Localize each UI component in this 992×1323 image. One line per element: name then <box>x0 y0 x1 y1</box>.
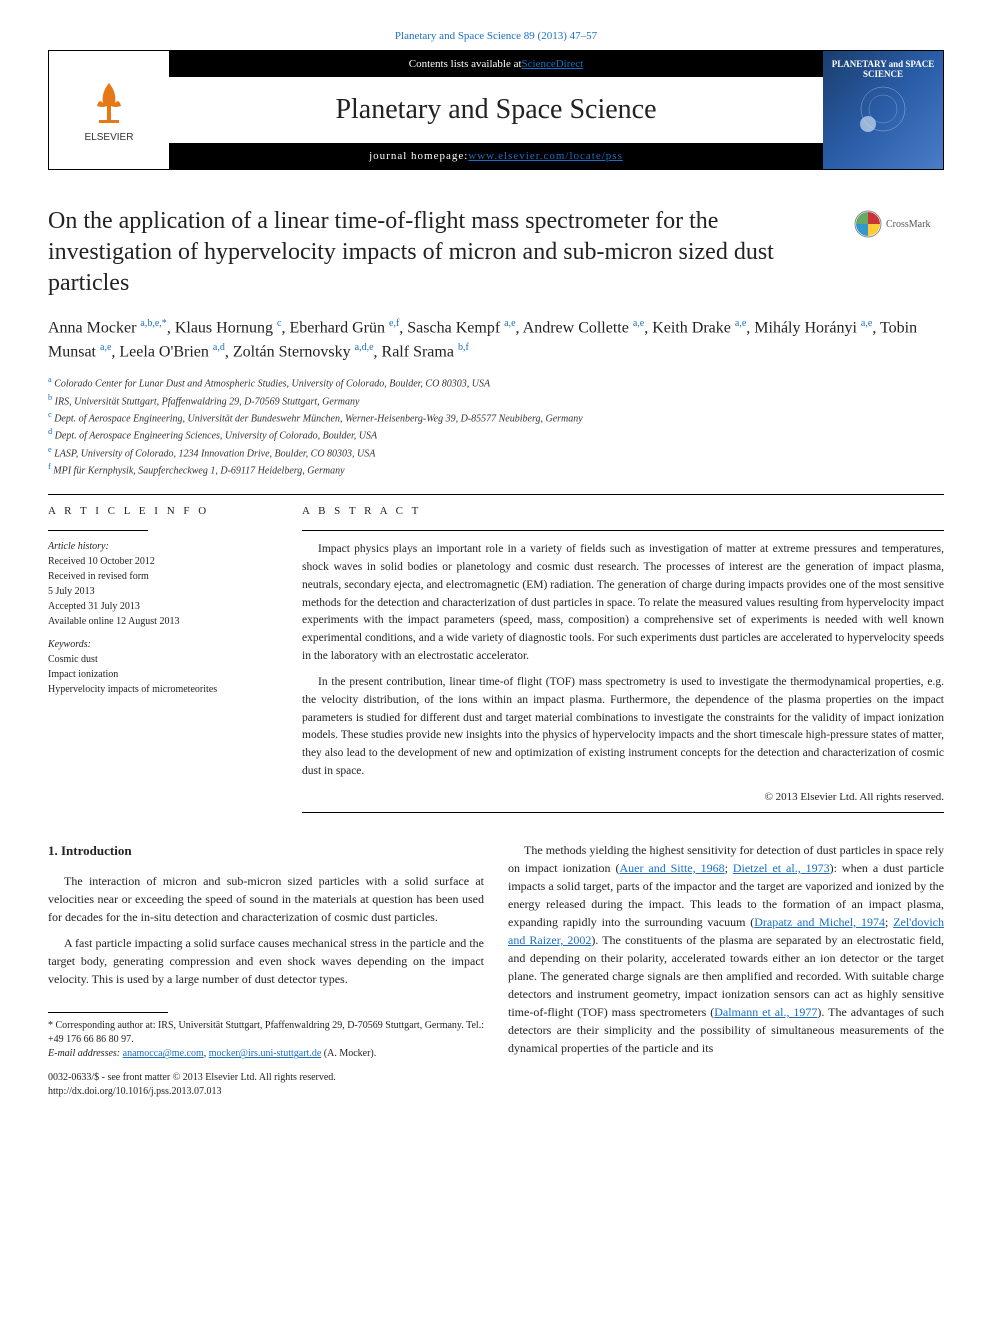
ref-drapatz[interactable]: Drapatz and Michel, 1974 <box>754 915 885 929</box>
ref-dietzel[interactable]: Dietzel et al., 1973 <box>733 861 830 875</box>
email-line: E-mail addresses: anamocca@me.com, mocke… <box>48 1047 484 1061</box>
intro-p3: The methods yielding the highest sensiti… <box>508 841 944 1057</box>
abstract: A B S T R A C T Impact physics plays an … <box>302 503 944 813</box>
elsevier-tree-icon <box>89 78 129 128</box>
ref-auer[interactable]: Auer and Sitte, 1968 <box>619 861 724 875</box>
history-lines: Received 10 October 2012Received in revi… <box>48 554 278 629</box>
homepage-link[interactable]: www.elsevier.com/locate/pss <box>468 150 623 162</box>
crossmark-icon <box>854 210 882 238</box>
homepage-bar: journal homepage: www.elsevier.com/locat… <box>169 143 823 169</box>
contents-bar: Contents lists available at ScienceDirec… <box>169 51 823 77</box>
article-info-heading: A R T I C L E I N F O <box>48 503 278 520</box>
article-title: On the application of a linear time-of-f… <box>48 206 838 300</box>
contents-label: Contents lists available at <box>409 58 522 70</box>
cover-art-icon <box>853 79 913 139</box>
history-label: Article history: <box>48 539 278 554</box>
abstract-divider <box>302 530 944 531</box>
authors-list: Anna Mocker a,b,e,*, Klaus Hornung c, Eb… <box>48 316 944 365</box>
issn-line: 0032-0633/$ - see front matter © 2013 El… <box>48 1071 484 1085</box>
elsevier-logo[interactable]: ELSEVIER <box>49 51 169 169</box>
homepage-label: journal homepage: <box>369 150 468 162</box>
footnote-corresponding: * Corresponding author at: IRS, Universi… <box>48 1019 484 1061</box>
footnote-divider <box>48 1012 168 1013</box>
intro-p2: A fast particle impacting a solid surfac… <box>48 934 484 988</box>
section-heading: 1. Introduction <box>48 841 484 861</box>
affiliations-list: a Colorado Center for Lunar Dust and Atm… <box>48 374 944 478</box>
crossmark-badge[interactable]: CrossMark <box>854 206 944 242</box>
doi-line: http://dx.doi.org/10.1016/j.pss.2013.07.… <box>48 1085 484 1099</box>
issn-doi: 0032-0633/$ - see front matter © 2013 El… <box>48 1071 484 1099</box>
sciencedirect-link[interactable]: ScienceDirect <box>522 58 584 70</box>
divider <box>48 494 944 495</box>
elsevier-text: ELSEVIER <box>85 132 134 143</box>
body-col-left: 1. Introduction The interaction of micro… <box>48 841 484 1100</box>
body-col-right: The methods yielding the highest sensiti… <box>508 841 944 1100</box>
journal-cover-thumb[interactable]: PLANETARY and SPACE SCIENCE <box>823 51 943 169</box>
email-link-2[interactable]: mocker@irs.uni-stuttgart.de <box>209 1048 322 1059</box>
header-center: Contents lists available at ScienceDirec… <box>169 51 823 169</box>
cover-title: PLANETARY and SPACE SCIENCE <box>831 59 935 79</box>
abstract-p1: Impact physics plays an important role i… <box>302 541 944 666</box>
ref-dalmann[interactable]: Dalmann et al., 1977 <box>714 1005 817 1019</box>
copyright: © 2013 Elsevier Ltd. All rights reserved… <box>302 789 944 806</box>
journal-name: Planetary and Space Science <box>169 77 823 143</box>
email-name: (A. Mocker). <box>321 1048 376 1059</box>
info-divider <box>48 530 148 531</box>
journal-header: ELSEVIER Contents lists available at Sci… <box>48 50 944 170</box>
email-label: E-mail addresses: <box>48 1048 123 1059</box>
abstract-p2: In the present contribution, linear time… <box>302 674 944 781</box>
abstract-bottom-divider <box>302 812 944 813</box>
crossmark-label: CrossMark <box>886 219 930 230</box>
keywords-label: Keywords: <box>48 637 278 652</box>
corresponding-author: * Corresponding author at: IRS, Universi… <box>48 1019 484 1047</box>
keywords-lines: Cosmic dustImpact ionizationHypervelocit… <box>48 652 278 697</box>
abstract-heading: A B S T R A C T <box>302 503 944 520</box>
article-info: A R T I C L E I N F O Article history: R… <box>48 503 278 813</box>
journal-citation[interactable]: Planetary and Space Science 89 (2013) 47… <box>48 30 944 42</box>
intro-p1: The interaction of micron and sub-micron… <box>48 872 484 926</box>
email-link-1[interactable]: anamocca@me.com <box>123 1048 204 1059</box>
